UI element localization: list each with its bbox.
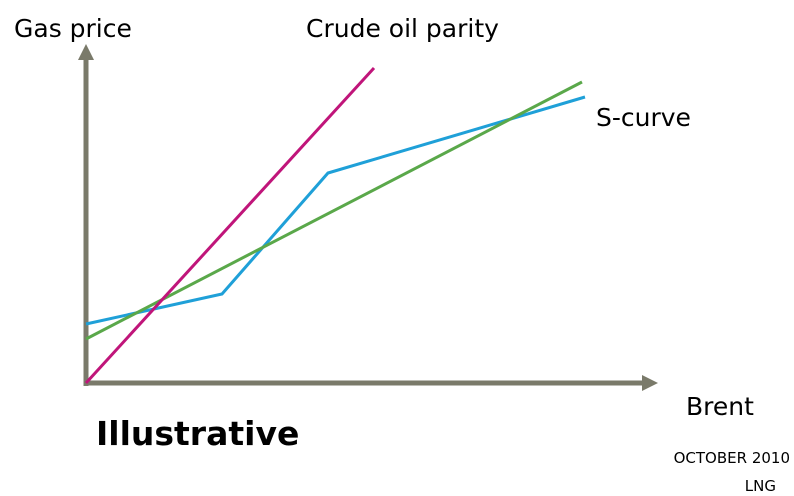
y-axis-label: Gas price [14, 14, 132, 43]
crude-oil-parity-line [84, 66, 376, 385]
note: Illustrative [96, 414, 299, 453]
curve-label: S-curve [596, 103, 691, 132]
linear-line [85, 80, 583, 341]
footer-date: OCTOBER 2010 [674, 449, 790, 467]
footer-topic: LNG [745, 477, 776, 495]
curve-label: Crude oil parity [306, 14, 499, 43]
x-axis-label: Brent [686, 392, 754, 421]
